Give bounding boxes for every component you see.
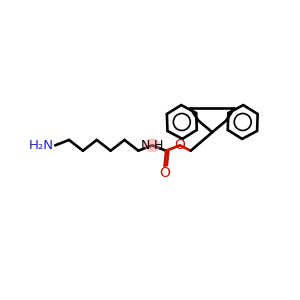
Text: O: O (175, 138, 185, 152)
Text: O: O (160, 166, 170, 180)
Text: H₂N: H₂N (29, 139, 54, 152)
Text: N: N (140, 139, 150, 152)
Ellipse shape (144, 138, 160, 152)
Text: H: H (154, 139, 163, 152)
